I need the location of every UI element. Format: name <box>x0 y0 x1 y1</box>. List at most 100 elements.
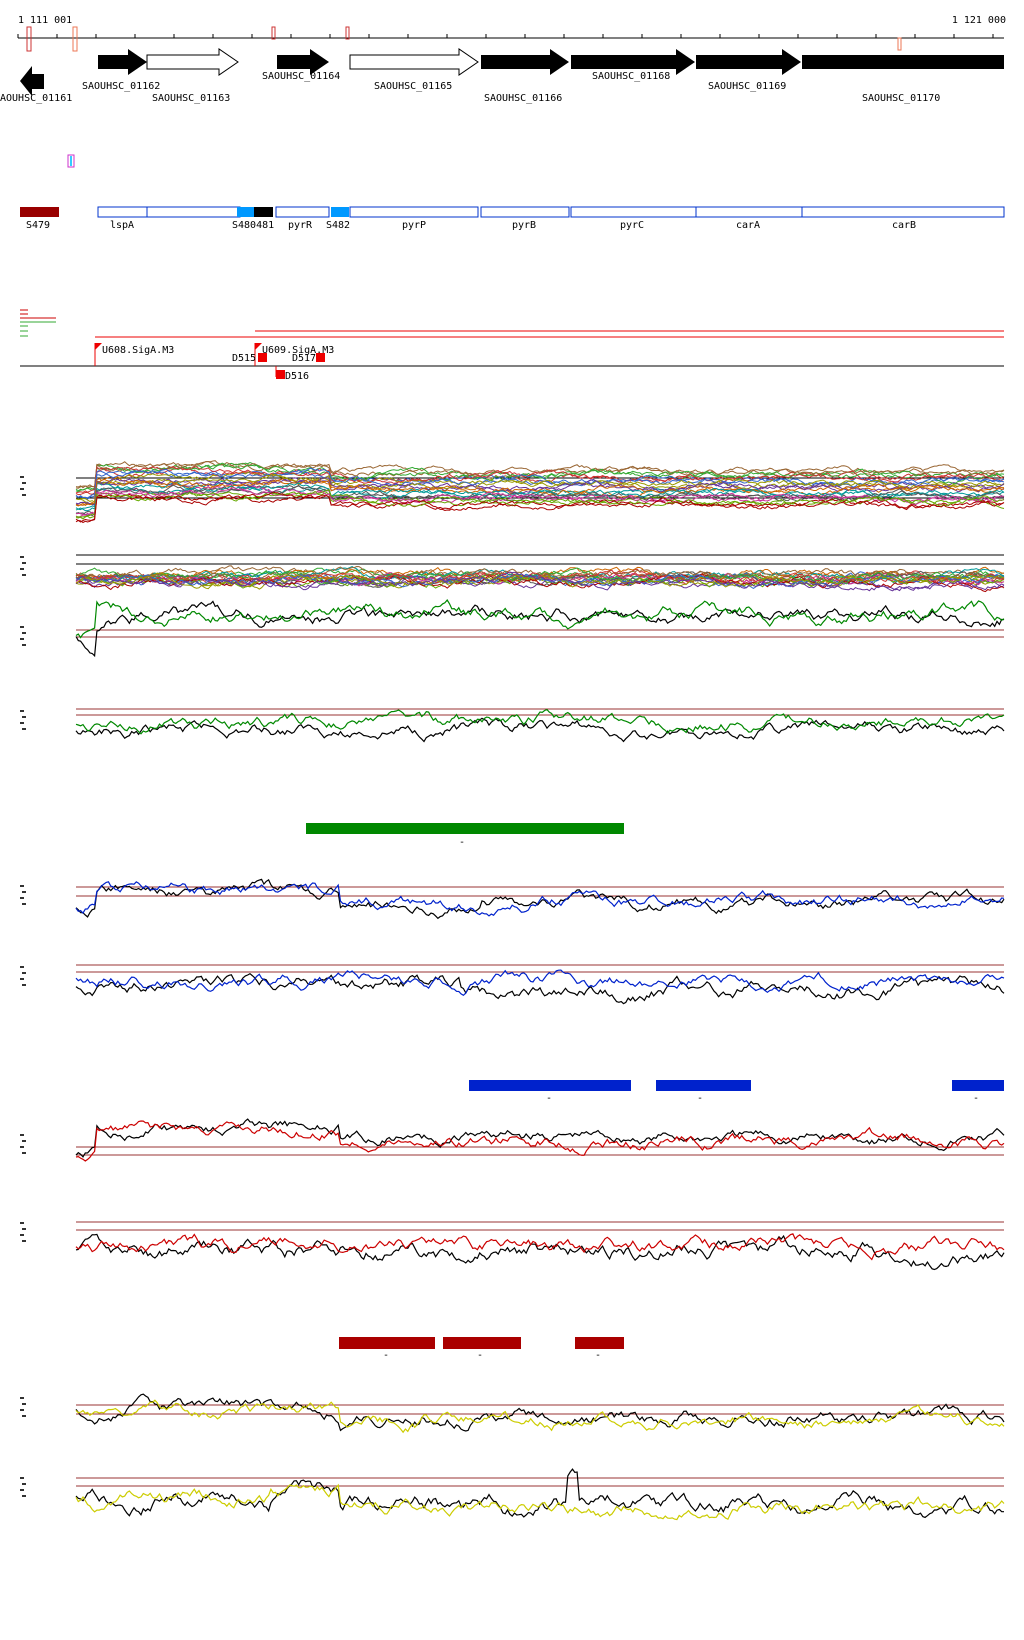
expression-tracks <box>20 460 1005 1521</box>
expression-trace <box>75 567 1005 585</box>
annotation-block[interactable] <box>480 206 570 218</box>
expression-trace <box>75 1233 1005 1271</box>
annotation-label: S482 <box>326 220 350 231</box>
annotation-label: pyrR <box>288 220 313 231</box>
track-legend-mark <box>20 626 24 628</box>
gene-label: SAOUHSC_01168 <box>592 71 670 82</box>
gene-label: SAOUHSC_01166 <box>484 93 562 104</box>
segment-mark: - <box>546 1093 552 1104</box>
promoter-label: U608.SigA.M3 <box>102 345 174 356</box>
segment-mark: - <box>383 1350 389 1361</box>
gene-arrow[interactable]: SAOUHSC_01168 <box>571 49 695 82</box>
track-legend-mark <box>22 1483 26 1485</box>
expression-trace <box>75 574 1005 589</box>
track-legend-mark <box>20 1222 24 1224</box>
annotation-label: carA <box>736 220 760 231</box>
downshift-mark[interactable]: D515 <box>232 353 267 364</box>
track-legend-mark <box>20 568 24 570</box>
track-legend-mark <box>20 710 24 712</box>
annotation-block[interactable] <box>570 206 697 218</box>
segment-bar[interactable] <box>339 1337 435 1349</box>
track-legend-mark <box>20 638 24 640</box>
promoter-arrow[interactable]: U608.SigA.M3 <box>94 343 174 366</box>
track-legend-mark <box>20 1146 24 1148</box>
annotation-label: pyrP <box>402 220 426 231</box>
segment-mark: - <box>973 1093 979 1104</box>
segment-bar[interactable] <box>469 1080 631 1091</box>
annotation-label: pyrC <box>620 220 644 231</box>
gene-arrow[interactable]: SAOUHSC_01164 <box>262 49 340 82</box>
coord-start: 1 111 001 <box>18 15 72 26</box>
annotation-block[interactable] <box>20 207 59 217</box>
feature-marker <box>67 154 75 168</box>
track-legend-mark <box>22 562 26 564</box>
track-legend-mark <box>22 1240 26 1242</box>
segment-mark: - <box>459 837 465 848</box>
annotation-block[interactable] <box>349 206 479 218</box>
annotation-track: S479 lspA S480481 pyrR S482 pyrP pyrB py… <box>20 206 1005 231</box>
gene-label: SAOUHSC_01164 <box>262 71 340 82</box>
expression-trace <box>75 598 1005 639</box>
segment-bar[interactable] <box>952 1080 1004 1091</box>
track-legend-mark <box>22 1140 26 1142</box>
gene-label: SAOUHSC_01162 <box>82 81 160 92</box>
segment-bar[interactable] <box>656 1080 751 1091</box>
gene-label: AOUHSC_01161 <box>0 93 72 104</box>
annotation-label: pyrB <box>512 220 536 231</box>
annotation-block[interactable] <box>237 207 254 217</box>
track-legend-mark <box>20 1134 24 1136</box>
expression-trace <box>75 487 1005 517</box>
expression-trace <box>75 482 1005 512</box>
gene-arrow[interactable]: SAOUHSC_01170 <box>802 55 1004 104</box>
expression-trace <box>75 489 1005 520</box>
track-legend-mark <box>20 722 24 724</box>
gene-arrow[interactable]: SAOUHSC_01169 <box>696 49 801 92</box>
expression-trace <box>75 1120 1005 1162</box>
track-legend-mark <box>22 903 26 905</box>
gene-label: SAOUHSC_01170 <box>862 93 940 104</box>
gene-arrow[interactable]: SAOUHSC_01163 <box>146 48 239 104</box>
downshift-mark[interactable]: D517 <box>292 353 325 364</box>
coordinate-ruler: 1 111 001 1 121 000 <box>17 15 1006 52</box>
gene-arrow[interactable]: SAOUHSC_01165 <box>349 48 479 92</box>
downshift-mark[interactable]: D516 <box>275 366 309 382</box>
promoter-track: U608.SigA.M3 U609.SigA.M3 D515 D517 D516 <box>20 309 1004 382</box>
gene-label: SAOUHSC_01165 <box>374 81 452 92</box>
gene-arrow[interactable]: AOUHSC_01161 <box>0 66 72 104</box>
segment-mark: - <box>697 1093 703 1104</box>
track-legend-mark <box>22 716 26 718</box>
annotation-block[interactable] <box>97 206 241 218</box>
track-legend-mark <box>22 632 26 634</box>
annotation-block[interactable] <box>275 206 330 218</box>
expression-trace <box>75 467 1005 496</box>
expression-trace <box>75 465 1005 494</box>
annotation-block[interactable] <box>695 206 803 218</box>
track-legend-mark <box>20 1234 24 1236</box>
gene-arrow[interactable]: SAOUHSC_01166 <box>481 49 569 104</box>
annotation-block[interactable] <box>801 206 1005 218</box>
expression-trace <box>75 708 1005 735</box>
annotation-label: lspA <box>110 220 134 231</box>
track-legend-mark <box>20 1477 24 1479</box>
expression-trace <box>75 477 1005 507</box>
track-legend-mark <box>22 1415 26 1417</box>
gene-label: SAOUHSC_01169 <box>708 81 786 92</box>
expression-trace <box>75 473 1005 505</box>
promoter-arrow[interactable]: U609.SigA.M3 <box>254 343 334 366</box>
track-legend-mark <box>20 488 24 490</box>
gene-arrow[interactable]: SAOUHSC_01162 <box>82 49 160 92</box>
segment-bar[interactable] <box>575 1337 624 1349</box>
segment-bar[interactable] <box>443 1337 521 1349</box>
expression-trace <box>75 1483 1005 1521</box>
track-legend-mark <box>20 476 24 478</box>
expression-trace <box>75 460 1005 489</box>
expression-trace <box>75 1399 1005 1434</box>
gene-label: SAOUHSC_01163 <box>152 93 230 104</box>
track-legend-mark <box>20 1489 24 1491</box>
promoter-label: U609.SigA.M3 <box>262 345 334 356</box>
gene-track: AOUHSC_01161 SAOUHSC_01162 SAOUHSC_01163… <box>0 48 1004 104</box>
feature-marker-inner <box>70 156 72 166</box>
track-legend-mark <box>20 978 24 980</box>
annotation-block[interactable] <box>331 207 349 217</box>
segment-bar[interactable] <box>306 823 624 834</box>
